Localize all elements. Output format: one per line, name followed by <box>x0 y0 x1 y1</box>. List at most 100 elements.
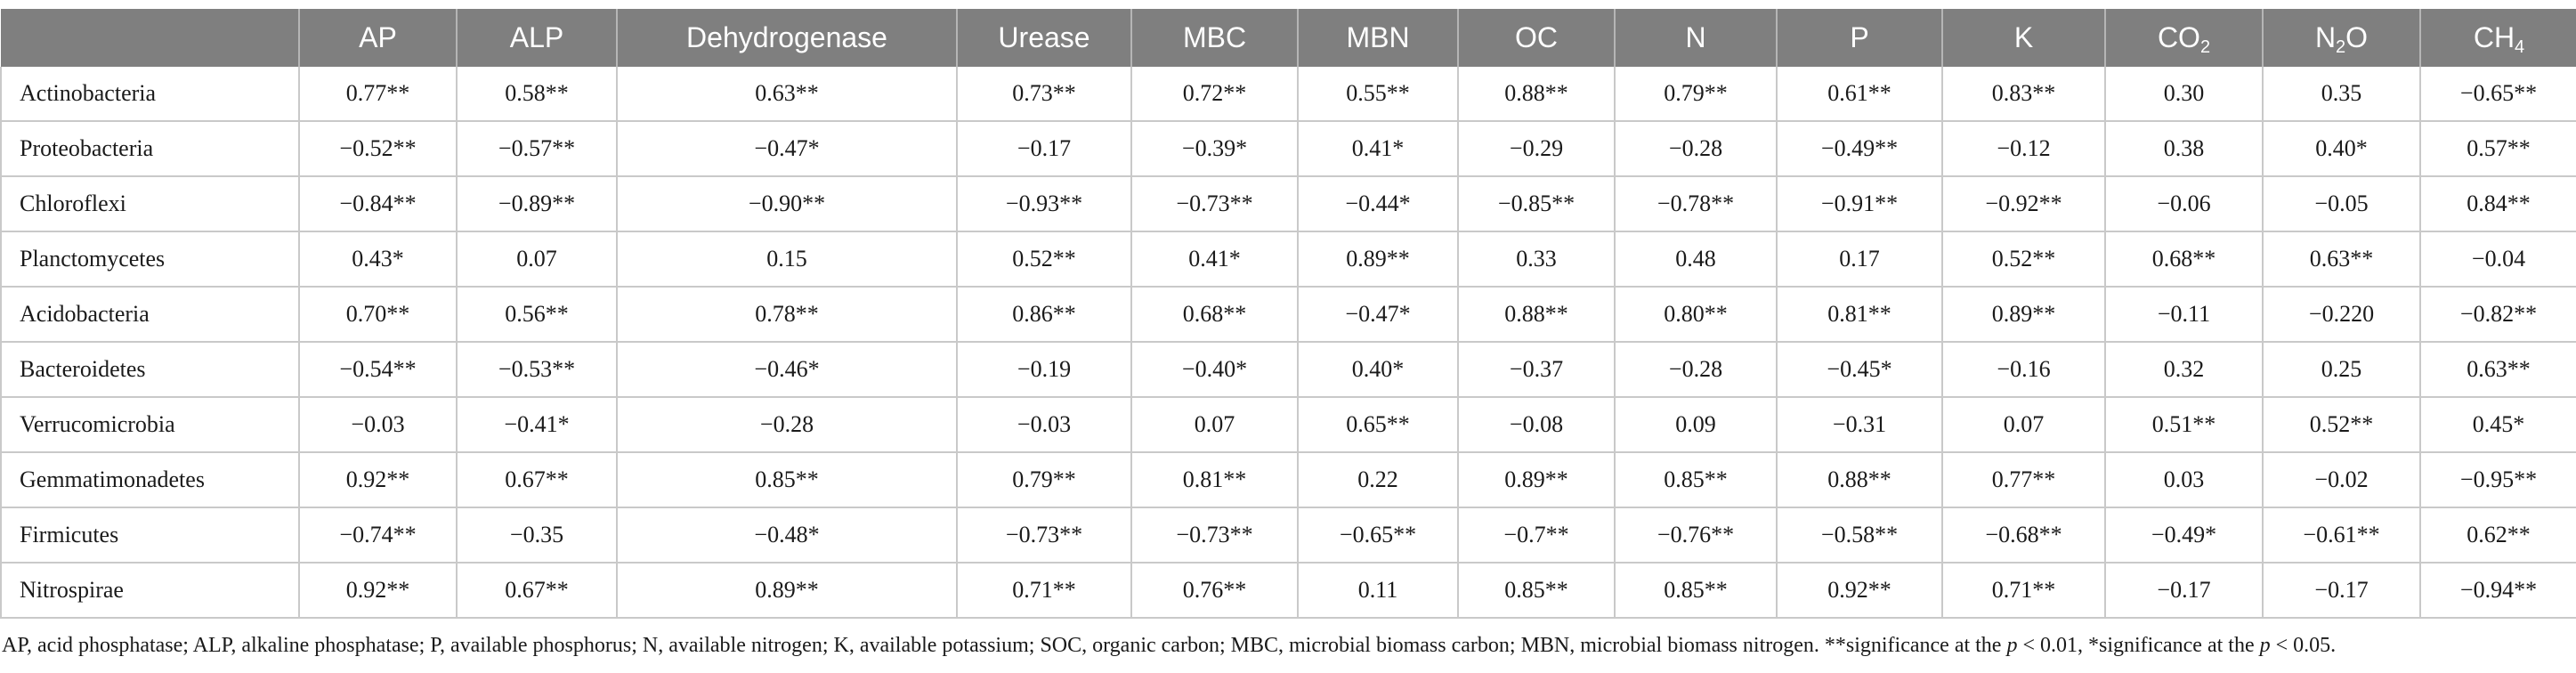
corner-header <box>1 9 299 67</box>
table-cell: −0.57** <box>456 121 618 177</box>
column-header-label: K <box>2013 21 2034 53</box>
table-cell: 0.68** <box>1130 287 1299 343</box>
column-header-subscript: 2 <box>2199 37 2211 57</box>
table-cell: −0.28 <box>616 397 958 453</box>
table-cell: −0.65** <box>1297 507 1459 564</box>
table-cell: 0.55** <box>1297 67 1459 122</box>
table-cell: −0.35 <box>456 507 618 564</box>
table-cell: −0.12 <box>1941 121 2106 177</box>
table-cell: 0.92** <box>298 452 458 508</box>
table-cell: 0.77** <box>1941 452 2106 508</box>
table-cell: −0.73** <box>1130 176 1299 232</box>
table-cell: 0.62** <box>2419 507 2576 564</box>
column-header-label: MBN <box>1346 21 1410 53</box>
table-header-row: AP ALP Dehydrogenase Urease MBC MBN OC N P K CO2 N2… <box>1 9 2576 67</box>
column-header-subscript: 2 <box>2336 37 2346 57</box>
table-cell: 0.41* <box>1130 231 1299 288</box>
row-label: Bacteroidetes <box>0 342 300 398</box>
column-header-label: CO <box>2157 21 2200 53</box>
table-cell: −0.05 <box>2262 176 2421 232</box>
table-cell: 0.03 <box>2104 452 2264 508</box>
column-header-label: Urease <box>998 21 1090 53</box>
table-cell: 0.65** <box>1297 397 1459 453</box>
table-cell: −0.94** <box>2419 563 2576 619</box>
table-cell: −0.95** <box>2419 452 2576 508</box>
table-cell: −0.220 <box>2262 287 2421 343</box>
table-body: Actinobacteria 0.77** 0.58** 0.63** 0.73** 0.… <box>0 67 2576 619</box>
column-header-label: Dehydrogenase <box>686 21 887 53</box>
column-header-label: CH <box>2473 21 2515 53</box>
table-row: Gemmatimonadetes 0.92** 0.67** 0.85** 0.79**… <box>0 452 2576 508</box>
row-label: Verrucomicrobia <box>0 397 300 453</box>
column-header-label: P <box>1850 21 1869 53</box>
table-cell: −0.31 <box>1776 397 1943 453</box>
table-footnote: AP, acid phosphatase; ALP, alkaline phos… <box>2 634 2336 658</box>
column-header-label-tail: O <box>2345 21 2369 53</box>
column-header-label: AP <box>359 21 397 53</box>
table-cell: −0.28 <box>1614 342 1778 398</box>
table-cell: −0.06 <box>2104 176 2264 232</box>
column-header-mbn: MBN <box>1297 9 1458 67</box>
row-label: Actinobacteria <box>0 67 300 122</box>
column-header-p: P <box>1776 9 1942 67</box>
table-row: Chloroflexi −0.84** −0.89** −0.90** −0.93** −… <box>0 176 2576 232</box>
table-cell: 0.88** <box>1776 452 1943 508</box>
table-cell: 0.33 <box>1457 231 1616 288</box>
column-header-n: N <box>1614 9 1777 67</box>
table-cell: 0.52** <box>2262 397 2421 453</box>
table-cell: −0.49** <box>1776 121 1943 177</box>
table-cell: 0.67** <box>456 563 618 619</box>
table-cell: 0.63** <box>616 67 958 122</box>
table-cell: −0.37 <box>1457 342 1616 398</box>
footnote-p-symbol: p <box>2259 634 2271 657</box>
footnote-text: AP, acid phosphatase; ALP, alkaline phos… <box>2 634 2007 657</box>
table-row: Nitrospirae 0.92** 0.67** 0.89** 0.71** 0.76*… <box>0 563 2576 619</box>
row-label: Chloroflexi <box>0 176 300 232</box>
row-label: Nitrospirae <box>0 563 300 619</box>
table-cell: 0.88** <box>1457 67 1616 122</box>
table-cell: −0.58** <box>1776 507 1943 564</box>
table-cell: 0.85** <box>1614 452 1778 508</box>
table-cell: −0.03 <box>956 397 1132 453</box>
table-cell: 0.81** <box>1130 452 1299 508</box>
table-cell: 0.07 <box>1941 397 2106 453</box>
row-label: Acidobacteria <box>0 287 300 343</box>
column-header-label: OC <box>1515 21 1558 53</box>
column-header-alp: ALP <box>456 9 617 67</box>
column-header-mbc: MBC <box>1130 9 1298 67</box>
table-cell: −0.93** <box>956 176 1132 232</box>
table-row: Acidobacteria 0.70** 0.56** 0.78** 0.86** 0.6… <box>0 287 2576 343</box>
table-cell: 0.35 <box>2262 67 2421 122</box>
table-cell: 0.63** <box>2262 231 2421 288</box>
table-cell: 0.32 <box>2104 342 2264 398</box>
table-cell: 0.92** <box>298 563 458 619</box>
table-cell: 0.40* <box>1297 342 1459 398</box>
footnote-text: < 0.01, *significance at the <box>2017 634 2260 657</box>
table-row: Proteobacteria −0.52** −0.57** −0.47* −0.17−… <box>0 121 2576 177</box>
table-cell: 0.57** <box>2419 121 2576 177</box>
table-cell: −0.45* <box>1776 342 1943 398</box>
table-cell: −0.78** <box>1614 176 1778 232</box>
table-cell: 0.17 <box>1776 231 1943 288</box>
column-header-n2o: N2O <box>2262 9 2420 67</box>
column-header-subscript: 4 <box>2515 37 2525 57</box>
table-cell: −0.47* <box>616 121 958 177</box>
table-cell: −0.11 <box>2104 287 2264 343</box>
table-cell: 0.89** <box>1941 287 2106 343</box>
table-cell: −0.28 <box>1614 121 1778 177</box>
table-row: Actinobacteria 0.77** 0.58** 0.63** 0.73** 0.… <box>0 67 2576 122</box>
table-cell: 0.79** <box>956 452 1132 508</box>
table-cell: −0.91** <box>1776 176 1943 232</box>
correlation-table: AP ALP Dehydrogenase Urease MBC MBN OC N P K CO2 N2… <box>0 9 2576 619</box>
table-cell: −0.46* <box>616 342 958 398</box>
table-cell: −0.29 <box>1457 121 1616 177</box>
table-cell: 0.07 <box>456 231 618 288</box>
table-cell: −0.52** <box>298 121 458 177</box>
table-cell: 0.70** <box>298 287 458 343</box>
table-cell: −0.74** <box>298 507 458 564</box>
table-cell: 0.89** <box>1457 452 1616 508</box>
column-header-label: ALP <box>509 21 564 53</box>
table-cell: −0.04 <box>2419 231 2576 288</box>
table-cell: 0.48 <box>1614 231 1778 288</box>
row-label: Planctomycetes <box>0 231 300 288</box>
